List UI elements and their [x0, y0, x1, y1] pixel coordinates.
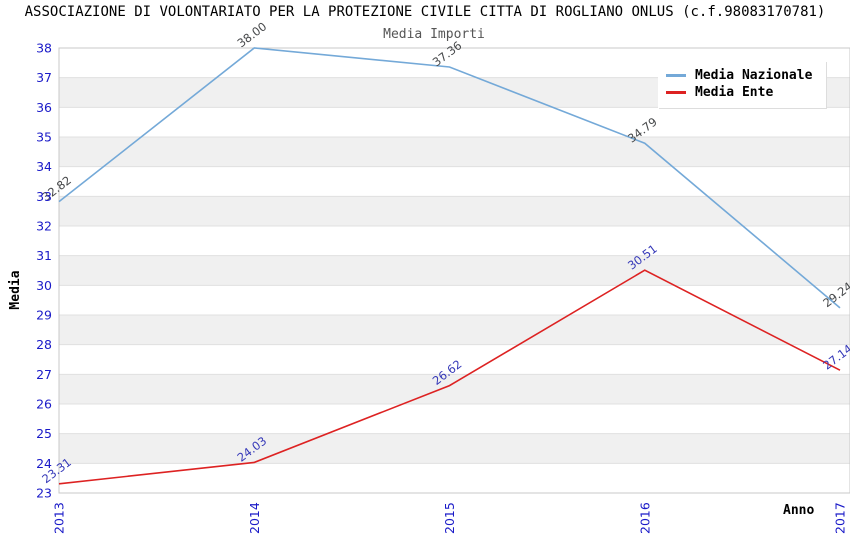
grid-band: [59, 315, 850, 345]
grid-band: [59, 226, 850, 256]
y-tick-label: 30: [36, 278, 52, 293]
y-tick-label: 24: [36, 456, 52, 471]
series-line-media-ente: [58, 269, 841, 485]
x-tick-label: 2014: [247, 502, 262, 534]
series-line-media-nazionale: [58, 47, 841, 309]
chart-title: ASSOCIAZIONE DI VOLONTARIATO PER LA PROT…: [24, 4, 826, 20]
legend-swatch-nazionale-icon: [666, 74, 686, 77]
y-tick-label: 37: [36, 70, 52, 85]
grid-band: [59, 374, 850, 404]
grid-band: [59, 166, 850, 197]
y-tick-label: 38: [36, 41, 52, 56]
y-tick-label: 32: [36, 219, 52, 234]
x-axis-title: Anno: [783, 503, 815, 518]
y-tick-label: 35: [36, 130, 52, 145]
plot-border: [58, 47, 850, 494]
y-tick-label: 28: [36, 337, 52, 352]
y-tick-label: 31: [36, 248, 52, 263]
y-tick-label: 23: [36, 486, 52, 501]
data-point-label: 38.00: [235, 19, 270, 50]
y-axis-title: Media: [8, 270, 23, 310]
grid-band: [59, 285, 850, 315]
legend: Media Nazionale Media Ente: [658, 61, 826, 108]
y-tick-label: 25: [36, 426, 52, 441]
chart-subtitle: Media Importi: [383, 27, 485, 42]
legend-swatch-ente-icon: [666, 91, 686, 94]
y-tick-label: 33: [36, 189, 52, 204]
grid-band: [59, 344, 850, 375]
x-tick-label: 2017: [833, 502, 848, 534]
grid-band: [59, 463, 850, 493]
x-tick-label: 2016: [637, 502, 652, 534]
x-tick-label: 2015: [442, 502, 457, 534]
y-tick-label: 29: [36, 308, 52, 323]
legend-label-ente: Media Ente: [695, 85, 774, 100]
grid-band: [59, 107, 850, 137]
y-tick-label: 27: [36, 367, 52, 382]
y-tick-label: 34: [36, 159, 52, 174]
y-tick-label: 26: [36, 397, 52, 412]
legend-item-media-ente: Media Ente: [666, 84, 818, 101]
legend-label-nazionale: Media Nazionale: [695, 68, 813, 83]
grid-band: [59, 196, 850, 226]
grid-band: [59, 137, 850, 167]
legend-item-media-nazionale: Media Nazionale: [666, 67, 818, 84]
y-tick-label: 36: [36, 100, 52, 115]
x-tick-label: 2013: [52, 502, 67, 534]
grid-band: [59, 404, 850, 434]
grid-band: [59, 433, 850, 464]
grid-band: [59, 255, 850, 286]
